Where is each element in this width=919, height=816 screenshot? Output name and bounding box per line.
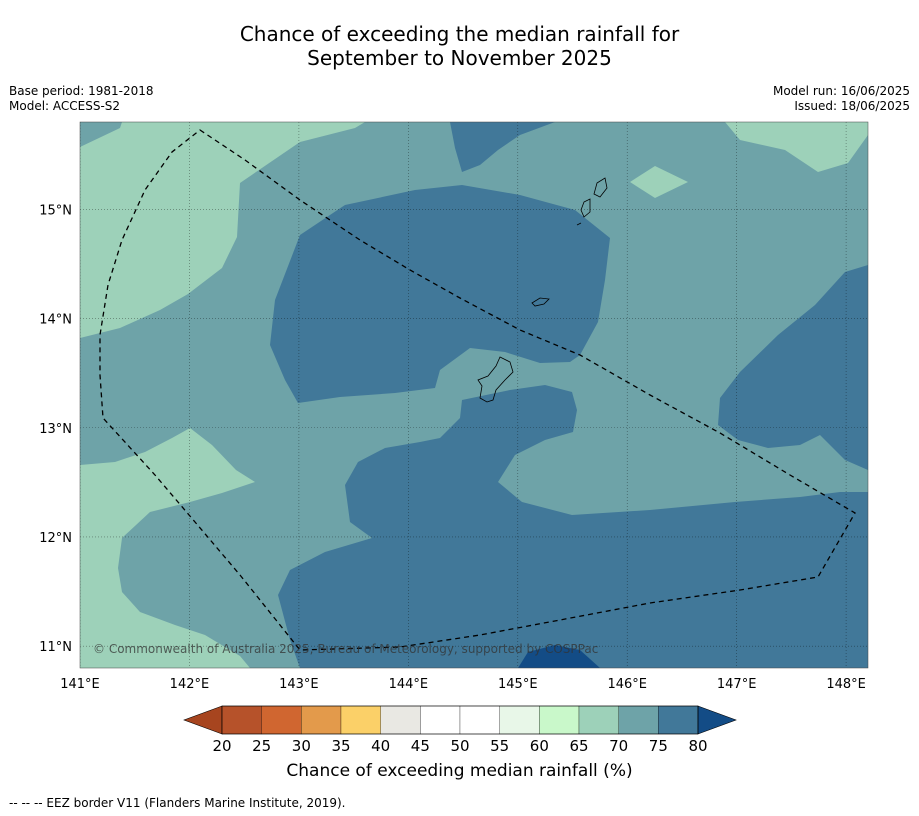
title-line-1: Chance of exceeding the median rainfall … <box>239 22 680 46</box>
latitude-axis: 15°N 14°N 13°N 12°N 11°N <box>39 203 72 655</box>
colorbar-tick-label: 45 <box>411 737 430 755</box>
model-label: Model: ACCESS-S2 <box>9 99 121 113</box>
colorbar-swatch <box>658 705 699 735</box>
colorbar-outline <box>221 705 699 735</box>
lat-tick-label: 14°N <box>39 313 72 328</box>
colorbar-tick-label: 50 <box>450 737 469 755</box>
title-line-2: September to November 2025 <box>307 46 612 70</box>
region-75-80-north <box>450 122 555 172</box>
colorbar-tick-label: 30 <box>292 737 311 755</box>
colorbar-tick-label: 55 <box>490 737 509 755</box>
colorbar-swatch <box>261 705 302 735</box>
lon-tick-label: 148°E <box>826 677 866 692</box>
region-65-70-southwest <box>80 428 255 668</box>
colorbar-swatch <box>618 705 659 735</box>
region-75-80-east <box>718 265 868 470</box>
lon-tick-label: 147°E <box>717 677 757 692</box>
colorbar-extend-low <box>183 705 223 735</box>
model-run-label: Model run: 16/06/2025 <box>772 84 910 98</box>
lat-tick-label: 11°N <box>39 640 72 655</box>
region-80-plus-south <box>518 645 600 668</box>
map-fill-layer: © Commonwealth of Australia 2025, Bureau… <box>80 122 868 668</box>
graticule <box>80 122 868 668</box>
map-frame <box>79 121 869 669</box>
lon-tick-label: 145°E <box>498 677 538 692</box>
colorbar-swatch <box>340 705 381 735</box>
colorbar-tick-label: 25 <box>252 737 271 755</box>
region-75-80-central <box>270 185 610 403</box>
colorbar-tick-label: 60 <box>530 737 549 755</box>
colorbar-swatch <box>499 705 540 735</box>
region-65-70-west <box>80 122 365 338</box>
island-rota <box>531 297 550 307</box>
chart-title: Chance of exceeding the median rainfall … <box>0 22 919 70</box>
issued-label: Issued: 18/06/2025 <box>794 99 910 113</box>
lon-tick-label: 141°E <box>60 677 100 692</box>
colorbar-swatch <box>539 705 580 735</box>
colorbar-swatch <box>221 705 262 735</box>
colorbar-swatch <box>578 705 619 735</box>
islands <box>477 177 608 403</box>
lon-tick-label: 146°E <box>607 677 647 692</box>
colorbar-title: Chance of exceeding median rainfall (%) <box>286 761 633 781</box>
colorbar-swatch <box>459 705 500 735</box>
colorbar: 20 25 30 35 40 45 50 55 60 65 70 75 80 <box>183 705 737 755</box>
colorbar-swatch <box>380 705 421 735</box>
island-saipan <box>593 177 608 198</box>
lon-tick-label: 143°E <box>279 677 319 692</box>
colorbar-tick-label: 35 <box>331 737 350 755</box>
colorbar-tick-label: 70 <box>609 737 628 755</box>
base-period-label: Base period: 1981-2018 <box>9 84 154 98</box>
longitude-axis: 141°E 142°E 143°E 144°E 145°E 146°E 147°E 148°E <box>60 677 866 692</box>
colorbar-tick-label: 20 <box>212 737 231 755</box>
colorbar-extend-high <box>697 705 737 735</box>
colorbar-tick-label: 75 <box>649 737 668 755</box>
region-75-80-south <box>278 385 868 668</box>
colorbar-tick-label: 40 <box>371 737 390 755</box>
lat-tick-label: 13°N <box>39 422 72 437</box>
region-65-70-northeast <box>725 122 868 172</box>
lon-tick-label: 142°E <box>170 677 210 692</box>
lon-tick-label: 144°E <box>389 677 429 692</box>
rainfall-map: © Commonwealth of Australia 2025, Bureau… <box>39 121 869 755</box>
meta-right: Model run: 16/06/2025 Issued: 18/06/2025 <box>773 84 910 114</box>
copyright-notice: © Commonwealth of Australia 2025, Bureau… <box>93 642 598 656</box>
eez-border <box>99 129 856 651</box>
eez-legend: -- -- -- EEZ border V11 (Flanders Marine… <box>9 796 346 810</box>
island-aguijan <box>576 222 582 226</box>
region-65-70-island-patch <box>630 166 688 198</box>
colorbar-tick-label: 80 <box>688 737 707 755</box>
island-guam <box>477 356 514 403</box>
island-tinian <box>580 198 591 218</box>
lat-tick-label: 15°N <box>39 203 72 218</box>
colorbar-tick-label: 65 <box>569 737 588 755</box>
meta-left: Base period: 1981-2018 Model: ACCESS-S2 <box>9 84 154 114</box>
colorbar-swatch <box>301 705 342 735</box>
colorbar-swatch <box>420 705 461 735</box>
lat-tick-label: 12°N <box>39 531 72 546</box>
